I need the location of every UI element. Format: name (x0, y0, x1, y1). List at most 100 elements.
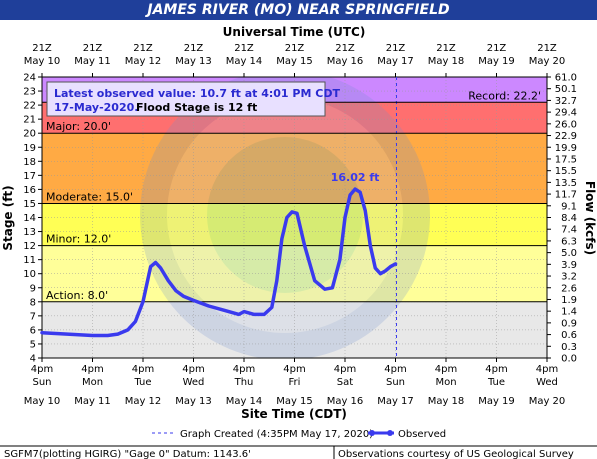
flow-tick-label: 1.4 (561, 307, 577, 318)
cdt-day-label: Sun (32, 377, 51, 388)
utc-date-label: May 18 (428, 56, 465, 67)
label-action: Action: 8.0' (46, 289, 108, 302)
utc-date-label: May 20 (529, 56, 566, 67)
utc-time-label: 21Z (487, 43, 507, 54)
utc-time-label: 21Z (32, 43, 52, 54)
cdt-day-label: Mon (82, 377, 103, 388)
label-moderate: Moderate: 15.0' (46, 190, 133, 203)
legend-observed-label: Observed (398, 429, 446, 440)
flow-tick-label: 61.0 (555, 73, 577, 84)
flood-stage-note: Flood Stage is 12 ft (136, 101, 257, 114)
legend-created-label: Graph Created (4:35PM May 17, 2020) (180, 429, 373, 440)
flow-tick-label: 26.0 (555, 119, 577, 130)
flow-tick-label: 5.0 (561, 248, 577, 259)
flow-tick-label: 29.4 (555, 108, 577, 119)
utc-date-label: May 10 (24, 56, 61, 67)
cdt-time-label: 4pm (182, 364, 204, 375)
cdt-time-label: 4pm (536, 364, 558, 375)
utc-time-label: 21Z (285, 43, 305, 54)
stage-tick-label: 9 (30, 283, 36, 294)
label-record: Record: 22.2' (468, 89, 541, 102)
utc-date-label: May 12 (125, 56, 162, 67)
cdt-time-label: 4pm (81, 364, 103, 375)
cdt-time-label: 4pm (334, 364, 356, 375)
cdt-time-label: 4pm (283, 364, 305, 375)
flow-tick-label: 0.3 (561, 342, 577, 353)
cdt-day-label: Thu (234, 377, 254, 388)
stage-tick-label: 4 (30, 354, 36, 365)
cdt-time-label: 4pm (435, 364, 457, 375)
stage-tick-label: 16 (23, 185, 36, 196)
stage-tick-label: 11 (23, 255, 36, 266)
cdt-day-label: Sun (386, 377, 405, 388)
flow-tick-label: 0.6 (561, 330, 577, 341)
stage-tick-label: 17 (23, 171, 36, 182)
stage-tick-label: 18 (23, 157, 36, 168)
flow-tick-label: 2.6 (561, 283, 577, 294)
flood-category-labels: Record: 22.2' Major: 20.0' Moderate: 15.0'… (42, 89, 547, 303)
footer-credit: Observations courtesy of US Geological S… (338, 449, 574, 459)
cdt-date-label: May 13 (175, 396, 212, 407)
utc-date-label: May 16 (327, 56, 364, 67)
cdt-date-label: May 11 (74, 396, 111, 407)
flow-tick-label: 3.9 (561, 260, 577, 271)
cdt-day-label: Mon (435, 377, 456, 388)
stage-tick-label: 23 (23, 87, 36, 98)
stage-tick-label: 10 (23, 269, 36, 280)
utc-time-label: 21Z (133, 43, 153, 54)
flow-tick-label: 8.4 (561, 213, 577, 224)
cdt-date-label: May 15 (276, 396, 313, 407)
utc-date-label: May 11 (74, 56, 111, 67)
label-major: Major: 20.0' (46, 120, 111, 133)
stage-tick-label: 19 (23, 143, 36, 154)
latest-value-date: 17-May-2020. (54, 101, 138, 114)
cdt-date-label: May 20 (529, 396, 566, 407)
flow-tick-label: 50.1 (555, 84, 577, 95)
utc-date-label: May 14 (226, 56, 263, 67)
flow-tick-label: 0.9 (561, 318, 577, 329)
utc-time-label: 21Z (184, 43, 204, 54)
cdt-date-label: May 18 (428, 396, 465, 407)
flow-tick-label: 17.5 (555, 154, 577, 165)
utc-time-label: 21Z (537, 43, 557, 54)
stage-tick-label: 5 (30, 339, 36, 350)
legend-observed-dot (387, 430, 393, 436)
stage-tick-label: 8 (30, 297, 36, 308)
utc-time-label: 21Z (234, 43, 254, 54)
cdt-date-label: May 12 (125, 396, 162, 407)
stage-tick-label: 22 (23, 101, 36, 112)
flow-tick-label: 0.0 (561, 354, 577, 365)
flow-tick-label: 22.9 (555, 131, 577, 142)
flow-tick-label: 3.2 (561, 272, 577, 283)
cdt-date-label: May 16 (327, 396, 364, 407)
label-minor: Minor: 12.0' (46, 233, 111, 246)
flow-axis-title: Flow (kcfs) (583, 181, 597, 255)
legend: Graph Created (4:35PM May 17, 2020) Obse… (152, 429, 446, 440)
cdt-date-label: May 19 (478, 396, 515, 407)
utc-time-label: 21Z (335, 43, 355, 54)
chart-title: JAMES RIVER (MO) NEAR SPRINGFIELD (147, 2, 450, 18)
cdt-date-label: May 17 (377, 396, 414, 407)
flow-tick-label: 1.9 (561, 295, 577, 306)
cdt-time-label: 4pm (31, 364, 53, 375)
utc-date-label: May 13 (175, 56, 212, 67)
utc-date-label: May 17 (377, 56, 414, 67)
stage-tick-label: 6 (30, 325, 36, 336)
flow-tick-label: 7.4 (561, 225, 577, 236)
cdt-time-label: 4pm (132, 364, 154, 375)
cdt-day-label: Sat (337, 377, 353, 388)
grid-lines (42, 77, 547, 358)
latest-value-line1: Latest observed value: 10.7 ft at 4:01 P… (54, 87, 340, 100)
stage-tick-label: 21 (23, 115, 36, 126)
flow-tick-label: 6.3 (561, 236, 577, 247)
cdt-time-label: 4pm (233, 364, 255, 375)
utc-time-label: 21Z (386, 43, 406, 54)
utc-date-label: May 19 (478, 56, 515, 67)
top-axis-title: Universal Time (UTC) (223, 25, 366, 39)
cdt-time-label: 4pm (485, 364, 507, 375)
utc-time-label: 21Z (436, 43, 456, 54)
cdt-date-label: May 14 (226, 396, 263, 407)
cdt-day-label: Wed (183, 377, 205, 388)
flow-tick-label: 13.5 (555, 178, 577, 189)
bottom-axis-title: Site Time (CDT) (241, 407, 347, 421)
